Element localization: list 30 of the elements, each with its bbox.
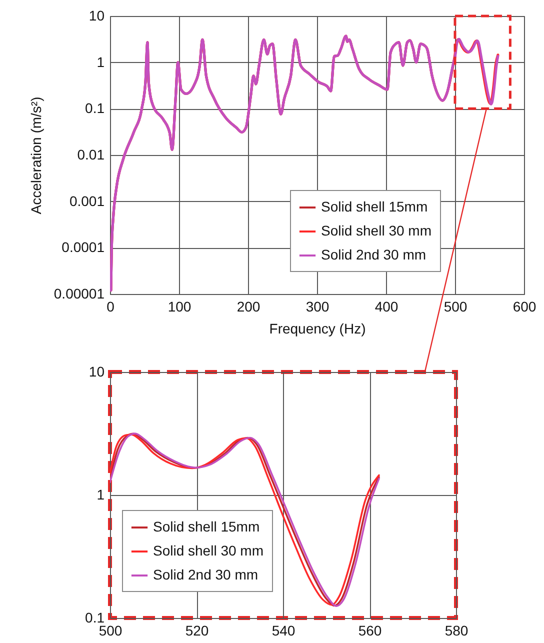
x-tick-label: 560 bbox=[358, 622, 382, 638]
x-tick-label: 520 bbox=[185, 622, 209, 638]
x-tick-label: 600 bbox=[512, 298, 536, 314]
legend-label: Solid shell 15mm bbox=[321, 198, 428, 214]
y-tick-label: 0.01 bbox=[77, 146, 105, 162]
legend-label: Solid shell 30 mm bbox=[321, 222, 432, 238]
legend-label: Solid 2nd 30 mm bbox=[321, 246, 426, 262]
legend-label: Solid shell 15mm bbox=[153, 518, 260, 534]
x-axis-title: Frequency (Hz) bbox=[269, 320, 366, 336]
y-tick-label: 0.1 bbox=[85, 100, 105, 116]
y-tick-label: 10 bbox=[88, 8, 105, 24]
y-tick-label: 0.00001 bbox=[54, 286, 105, 302]
x-tick-label: 540 bbox=[272, 622, 296, 638]
y-tick-label: 10 bbox=[88, 364, 105, 380]
y-tick-label: 1 bbox=[96, 486, 105, 502]
legend-label: Solid shell 30 mm bbox=[153, 542, 264, 558]
x-tick-label: 500 bbox=[444, 298, 468, 314]
x-tick-label: 400 bbox=[374, 298, 398, 314]
y-tick-label: 1 bbox=[96, 54, 105, 70]
y-axis-title: Acceleration (m/s²) bbox=[28, 96, 44, 214]
legend-label: Solid 2nd 30 mm bbox=[153, 566, 258, 582]
x-tick-label: 200 bbox=[236, 298, 260, 314]
y-tick-label: 0.001 bbox=[69, 192, 105, 209]
x-tick-label: 500 bbox=[98, 622, 122, 638]
x-tick-label: 0 bbox=[106, 298, 115, 314]
x-tick-label: 580 bbox=[444, 622, 468, 638]
x-tick-label: 100 bbox=[168, 298, 192, 314]
y-tick-label: 0.1 bbox=[85, 610, 105, 626]
y-tick-label: 0.0001 bbox=[62, 239, 105, 256]
x-tick-label: 300 bbox=[306, 298, 330, 314]
